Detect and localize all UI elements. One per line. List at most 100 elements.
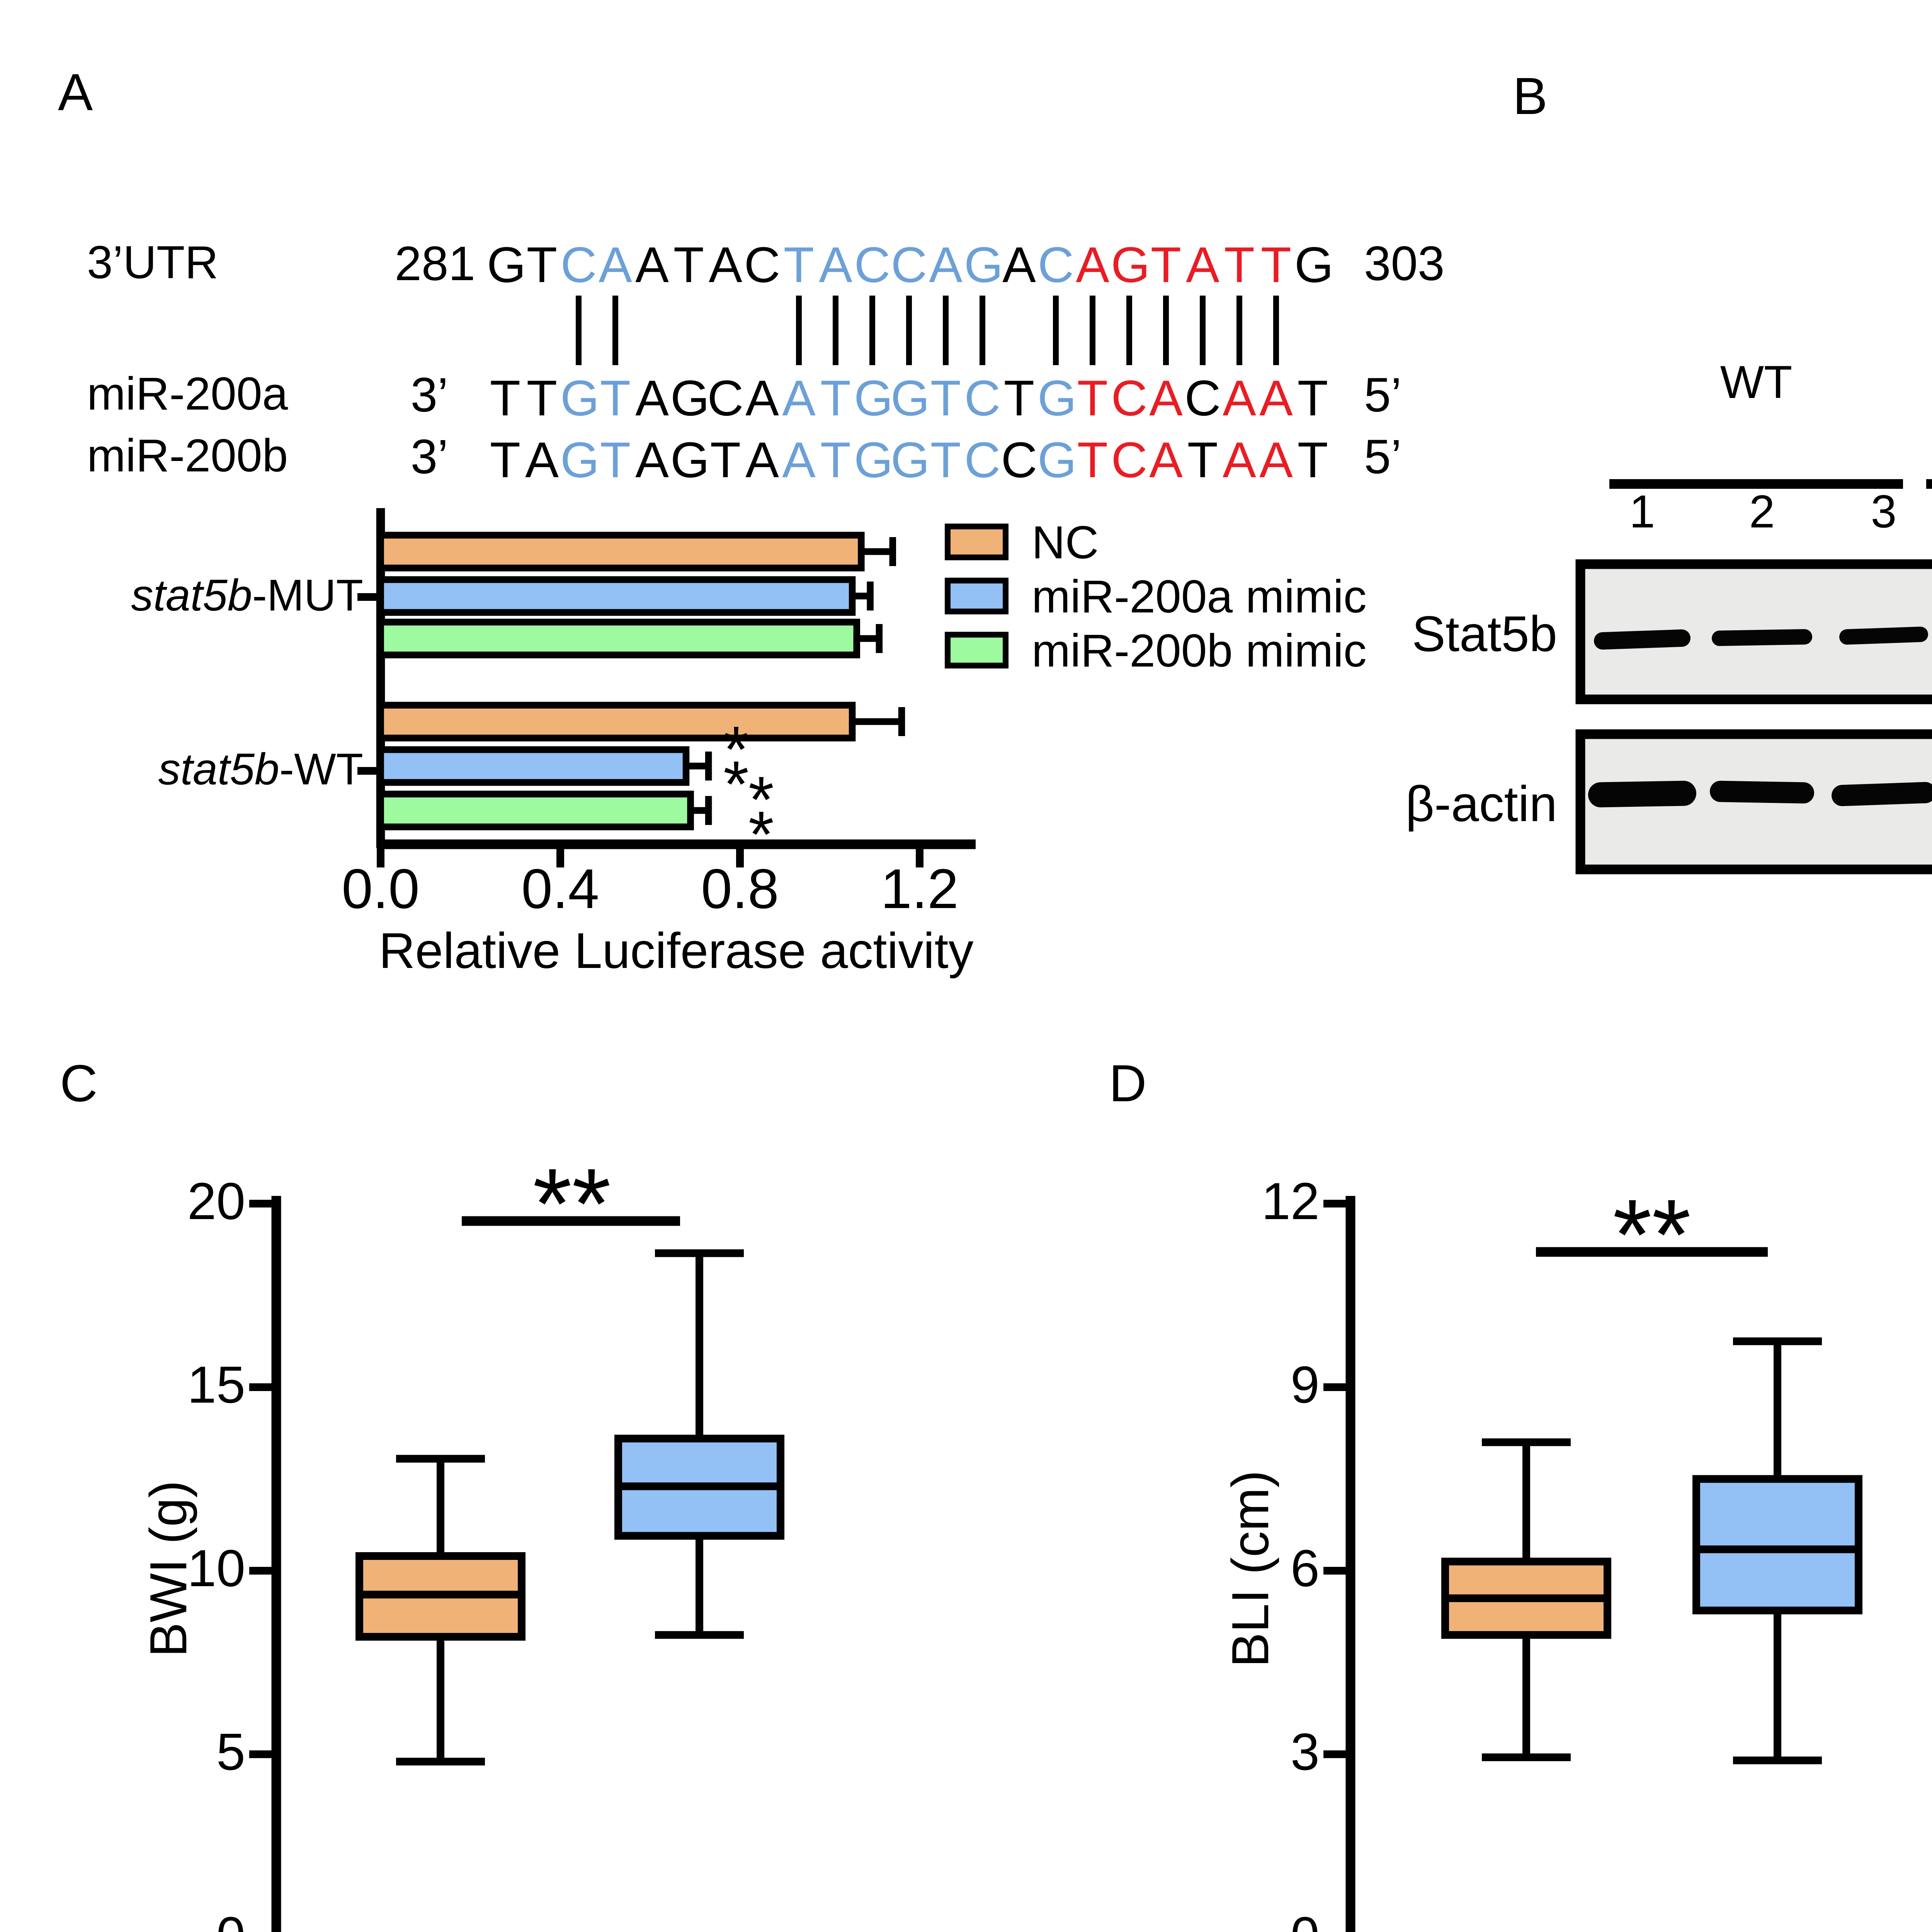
legend-label-nc: NC [1032, 518, 1099, 570]
c-y-tick-label: 20 [187, 1173, 245, 1231]
blot-group-wt: WT [1720, 357, 1793, 410]
box-D-TG-stat5b [1692, 1475, 1862, 1614]
mir200a-5prime: 5’ [1364, 369, 1402, 423]
d-y-tick-label: 6 [1290, 1540, 1320, 1598]
mir200a-row-label: miR-200a [87, 369, 288, 421]
base-pair-line [1200, 296, 1206, 365]
base-pair-line [1163, 296, 1169, 365]
blot-group-underline-ko [1926, 479, 1932, 489]
seq-base: G [854, 431, 893, 489]
seq-base: A [745, 369, 779, 427]
a-significance-star: * [748, 763, 774, 837]
seq-base: G [891, 431, 930, 489]
seq-base: G [670, 369, 710, 427]
legend-swatch-mir200b [945, 632, 1009, 668]
seq-base: A [1076, 236, 1109, 294]
a-significance-star: * [723, 748, 749, 821]
seq-base: T [673, 236, 704, 294]
a-bar-miR-200b-mimic-stat5b-MUT [377, 619, 860, 658]
seq-base: C [1111, 369, 1148, 427]
a-x-tick-label: 0.4 [521, 860, 599, 922]
seq-base: T [1003, 369, 1035, 427]
seq-base: T [490, 431, 521, 489]
seq-base: A [635, 369, 669, 427]
c-y-tick-label: 10 [187, 1540, 245, 1598]
seq-base: G [1037, 369, 1077, 427]
d-y-tick-label: 9 [1290, 1356, 1320, 1414]
seq-base: T [526, 236, 558, 294]
seq-base: G [891, 369, 930, 427]
blot-row-label-stat5b: Stat5b [1412, 605, 1557, 663]
base-pair-line [1090, 296, 1095, 365]
seq-base: A [525, 431, 559, 489]
seq-base: T [1297, 369, 1328, 427]
c-y-tick-label: 15 [187, 1356, 245, 1414]
a-bar-miR-200b-mimic-stat5b-WT [377, 791, 694, 830]
seq-base: A [1259, 369, 1293, 427]
seq-base: A [1223, 431, 1256, 489]
seq-base: A [1259, 431, 1293, 489]
blot-lane-number: 3 [1871, 487, 1897, 539]
utr-start-position: 281 [395, 238, 475, 292]
seq-base: C [891, 236, 927, 294]
seq-base: A [1149, 431, 1183, 489]
base-pair-line [833, 296, 838, 365]
c-y-tick-label: 0 [216, 1908, 245, 1932]
legend-swatch-nc [945, 524, 1009, 560]
sequence-row_utr: GT C A A T A C T A CC A GA C A GT A T T G [487, 236, 1334, 296]
seq-base: A [599, 236, 632, 294]
seq-base: T [1297, 431, 1328, 489]
base-pair-line [612, 296, 618, 365]
seq-base: T [1077, 369, 1108, 427]
seq-base: T [930, 431, 961, 489]
seq-base: A [635, 431, 669, 489]
mir200b-5prime: 5’ [1364, 431, 1402, 485]
bli-y-axis-title: BLI (cm) [1222, 1470, 1280, 1668]
c-y-tick-label: 5 [216, 1723, 245, 1781]
seq-base: T [1187, 431, 1218, 489]
significance-stars-panel-c: ** [532, 1150, 611, 1262]
panel-letter-a: A [58, 64, 93, 122]
seq-base: A [745, 431, 779, 489]
panel-letter-b: B [1513, 68, 1548, 126]
base-pair-line [943, 296, 949, 365]
base-pair-line [1273, 296, 1279, 365]
seq-base: T [710, 431, 741, 489]
seq-base: T [1077, 431, 1108, 489]
base-pair-line [869, 296, 875, 365]
a-x-tick-label: 0.8 [701, 860, 779, 922]
base-pair-line [906, 296, 912, 365]
seq-base: C [707, 369, 744, 427]
seq-base: G [560, 431, 600, 489]
seq-base: T [490, 369, 521, 427]
blot-row-label-bactin: β-actin [1405, 775, 1557, 833]
panel-letter-d: D [1109, 1055, 1147, 1113]
seq-base: T [930, 369, 961, 427]
seq-base: T [1260, 236, 1292, 294]
category-stat5b-mut: stat5b-MUT [131, 570, 363, 620]
seq-base: A [1186, 236, 1219, 294]
a-bar-miR-200a-mimic-stat5b-MUT [377, 576, 856, 616]
seq-base: C [964, 369, 1001, 427]
d-y-tick-label: 12 [1261, 1173, 1320, 1231]
a-bar-miR-200a-mimic-stat5b-WT [377, 746, 690, 786]
panel-letter-c: C [60, 1055, 98, 1113]
blot-band [1712, 629, 1812, 646]
seq-base: C [1111, 431, 1148, 489]
a-x-tick-label: 0.0 [342, 860, 420, 922]
seq-base: A [709, 236, 742, 294]
base-pair-line [1236, 296, 1242, 365]
blot-band [1588, 781, 1696, 808]
seq-base: G [1294, 236, 1334, 294]
base-pair-line [1053, 296, 1059, 365]
seq-base: G [670, 431, 710, 489]
utr-end-position: 303 [1364, 238, 1445, 292]
seq-base: T [1224, 236, 1255, 294]
a-significance-star: * [748, 798, 774, 871]
seq-base: A [819, 236, 852, 294]
legend-label-mir200a: miR-200a mimic [1032, 572, 1367, 624]
blot-band [1832, 782, 1932, 806]
seq-base: G [1111, 236, 1150, 294]
